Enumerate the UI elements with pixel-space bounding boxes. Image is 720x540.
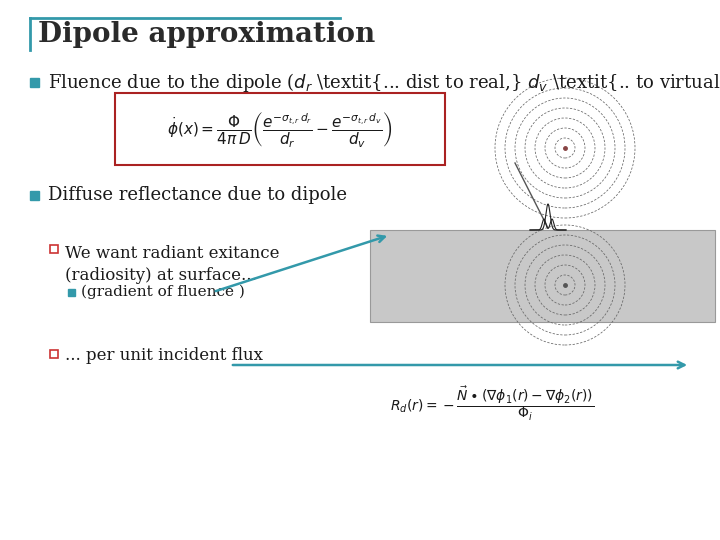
Text: $R_d(r) = -\dfrac{\vec{N}\bullet(\nabla\phi_1(r)-\nabla\phi_2(r))}{\Phi_i}$: $R_d(r) = -\dfrac{\vec{N}\bullet(\nabla\… xyxy=(390,385,594,423)
Text: Dipole approximation: Dipole approximation xyxy=(38,21,375,48)
Bar xyxy=(30,191,39,200)
Text: We want radiant exitance
(radiosity) at surface...: We want radiant exitance (radiosity) at … xyxy=(65,245,279,284)
Text: Diffuse reflectance due to dipole: Diffuse reflectance due to dipole xyxy=(48,186,347,204)
Bar xyxy=(50,350,58,358)
Bar xyxy=(68,289,75,296)
Text: ... per unit incident flux: ... per unit incident flux xyxy=(65,347,263,363)
Bar xyxy=(30,78,39,87)
Text: Fluence due to the dipole ($d_r$ \textit{... dist to real,} $d_v$ \textit{.. to : Fluence due to the dipole ($d_r$ \textit… xyxy=(48,71,720,93)
Bar xyxy=(115,93,445,165)
Bar xyxy=(370,230,715,322)
Bar xyxy=(50,245,58,253)
Text: (gradient of fluence ): (gradient of fluence ) xyxy=(81,285,245,299)
Text: $\dot{\phi}(x) = \dfrac{\Phi}{4\pi\,D} \left(\dfrac{e^{-\sigma_{t,r}\,d_r}}{d_r}: $\dot{\phi}(x) = \dfrac{\Phi}{4\pi\,D} \… xyxy=(167,110,393,148)
